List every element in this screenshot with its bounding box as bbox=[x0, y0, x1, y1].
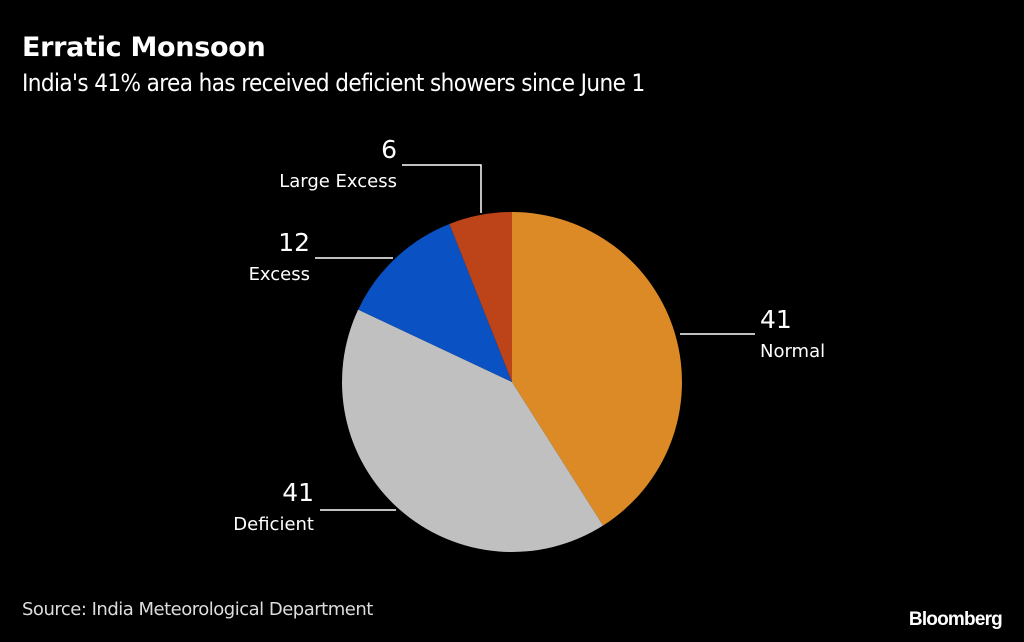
data-label-name-normal: Normal bbox=[760, 341, 825, 362]
chart-subtitle: India's 41% area has received deficient … bbox=[22, 69, 645, 97]
data-label-value-large-excess: 6 bbox=[381, 135, 397, 164]
pie-slice-deficient bbox=[341, 309, 604, 553]
bloomberg-logo: Bloomberg bbox=[908, 609, 1003, 630]
data-label-value-normal: 41 bbox=[760, 305, 792, 334]
data-label-name-large-excess: Large Excess bbox=[279, 171, 397, 192]
pie-slice-large-excess bbox=[449, 212, 512, 382]
leader-line-large-excess bbox=[402, 164, 482, 213]
pie-slice-excess bbox=[358, 223, 512, 382]
source-note: Source: India Meteorological Department bbox=[22, 599, 373, 620]
data-label-value-deficient: 41 bbox=[282, 478, 314, 507]
chart-title: Erratic Monsoon bbox=[22, 32, 266, 63]
data-label-name-excess: Excess bbox=[249, 264, 310, 285]
data-label-name-deficient: Deficient bbox=[233, 514, 314, 535]
pie-slice-normal bbox=[512, 211, 683, 526]
data-label-value-excess: 12 bbox=[278, 228, 310, 257]
